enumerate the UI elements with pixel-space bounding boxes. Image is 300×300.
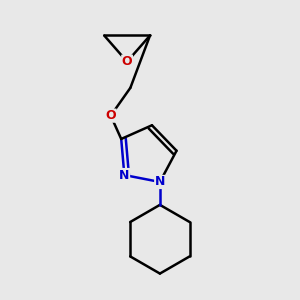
Text: O: O [105, 109, 116, 122]
Text: N: N [119, 169, 130, 182]
Text: N: N [155, 176, 165, 188]
Text: O: O [122, 55, 132, 68]
